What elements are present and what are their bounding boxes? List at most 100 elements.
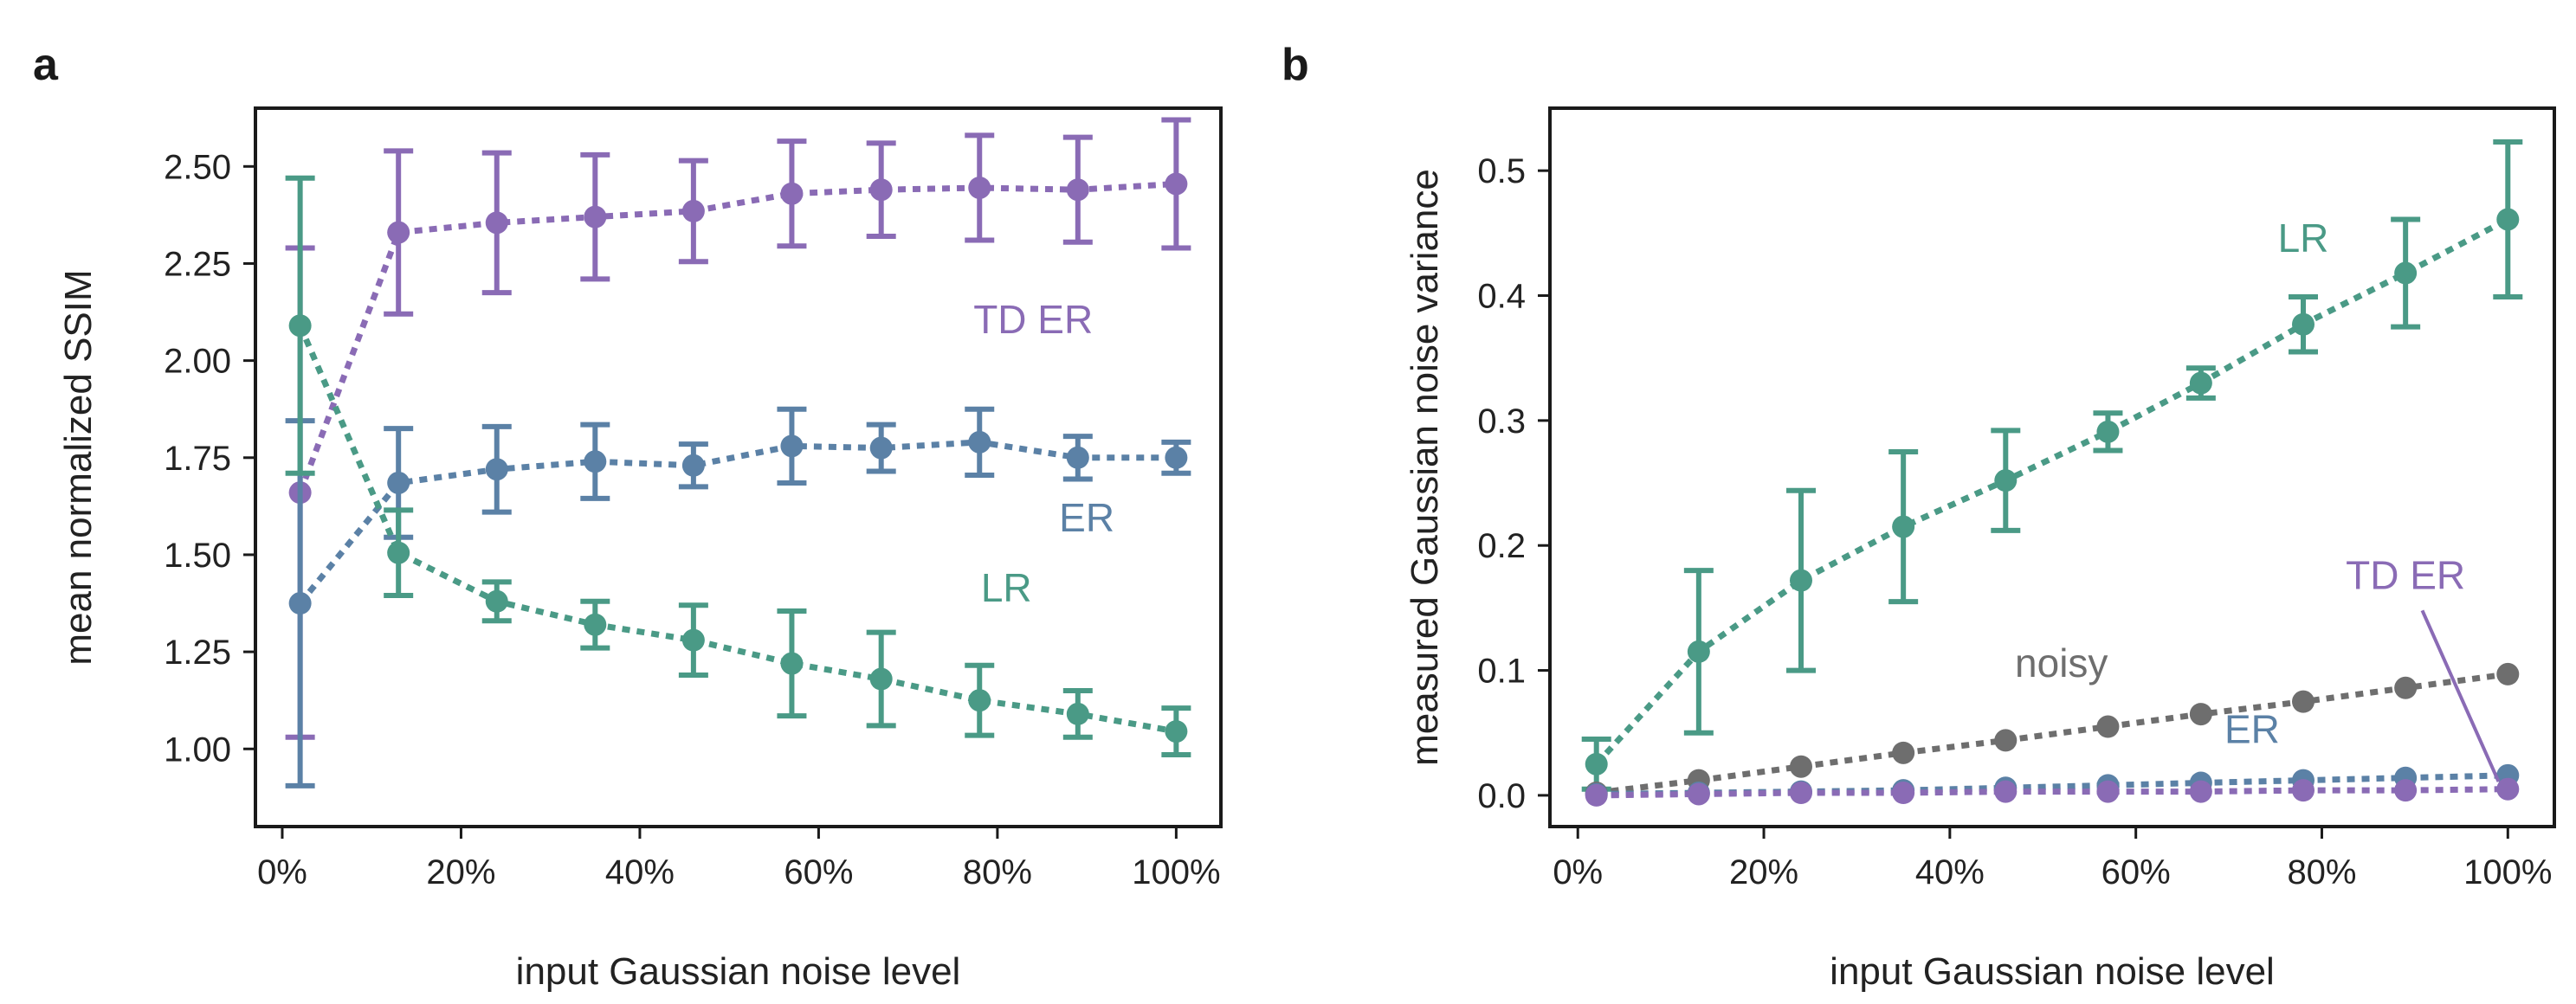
y-tick-label: 0.5 (1477, 152, 1526, 190)
y-tick-label: 0.4 (1477, 278, 1526, 316)
x-tick-label: 80% (2287, 853, 2356, 891)
data-point (681, 454, 705, 477)
y-tick-label: 0.3 (1477, 402, 1526, 441)
data-point (1687, 640, 1710, 663)
data-point (869, 667, 893, 691)
data-point (1687, 782, 1710, 806)
y-tick-label: 1.75 (164, 440, 231, 478)
y-axis-title: measured Gaussian noise variance (1404, 169, 1446, 766)
data-point (584, 613, 607, 636)
data-point (2292, 779, 2315, 802)
data-point (2496, 777, 2520, 801)
data-point (968, 176, 991, 199)
x-tick-label: 20% (1729, 853, 1798, 891)
data-point (2096, 780, 2120, 803)
data-point (2496, 208, 2520, 231)
data-point (869, 436, 893, 460)
data-point (387, 471, 410, 494)
data-point (584, 205, 607, 228)
series-td-er: TD ER (1585, 553, 2520, 807)
data-point (1066, 446, 1089, 469)
data-point (1790, 755, 1812, 778)
data-point (1165, 446, 1188, 469)
data-point (2496, 662, 2520, 685)
plot-frame (1548, 106, 2556, 828)
data-point (584, 450, 607, 473)
data-point (387, 221, 410, 244)
data-point (968, 430, 991, 454)
data-point (780, 434, 804, 458)
series-line (1596, 786, 2508, 799)
x-tick-label: 80% (963, 853, 1032, 891)
data-point (485, 458, 508, 481)
data-point (1994, 729, 2018, 752)
data-point (1790, 569, 1812, 592)
data-point (2189, 371, 2212, 395)
data-point (485, 589, 508, 613)
y-tick-label: 0.2 (1477, 527, 1526, 565)
series-td-er: TD ER (285, 117, 1191, 740)
data-point (1892, 782, 1915, 805)
series-label: ER (2224, 706, 2280, 751)
series-er: ER (285, 406, 1191, 788)
x-tick-label: 40% (1915, 853, 1985, 891)
x-tick-label: 20% (426, 853, 495, 891)
x-tick-label: 0% (257, 853, 307, 891)
y-tick-label: 2.50 (164, 148, 231, 186)
data-point (1790, 782, 1812, 805)
annotation-pointer-line (2420, 609, 2501, 782)
y-axis-title: mean normalized SSIM (57, 269, 100, 665)
series-label: ER (1059, 495, 1114, 540)
x-axis-title: input Gaussian noise level (1830, 950, 2275, 993)
series-line (1596, 671, 2508, 796)
data-point (869, 178, 893, 202)
data-point (1066, 178, 1089, 202)
y-tick-label: 1.25 (164, 634, 231, 672)
panel-b-plot: 0% 20% 40% 60% 80% 100% 0.0 0.1 0.2 0.3 0.4 0.5 inpu… (1404, 106, 2556, 993)
x-tick-label: 60% (784, 853, 853, 891)
data-point (1994, 780, 2018, 803)
data-point (2394, 261, 2418, 285)
data-point (780, 182, 804, 205)
series-label: LR (2278, 216, 2329, 261)
data-point (968, 689, 991, 712)
y-tick-label: 2.00 (164, 343, 231, 381)
y-tick-label: 1.50 (164, 537, 231, 575)
y-tick-label: 0.0 (1477, 777, 1526, 815)
data-point (2189, 703, 2212, 726)
y-tick-label: 2.25 (164, 245, 231, 283)
data-point (681, 199, 705, 222)
data-point (681, 628, 705, 652)
panel-a-letter: a (33, 40, 59, 90)
data-point (780, 652, 804, 675)
y-tick-label: 1.00 (164, 730, 231, 769)
series-line (297, 324, 1177, 735)
data-point (2394, 779, 2418, 802)
data-point (288, 314, 312, 338)
x-tick-label: 100% (2463, 853, 2552, 891)
series-label: LR (981, 565, 1032, 610)
x-tick-label: 60% (2101, 853, 2171, 891)
data-point (2394, 676, 2418, 699)
x-tick-label: 100% (1132, 853, 1220, 891)
data-point (1892, 515, 1915, 538)
series-label: TD ER (973, 297, 1093, 342)
data-point (1066, 702, 1089, 725)
data-point (387, 541, 410, 564)
series-lr: LR (285, 175, 1191, 757)
series-line (1594, 216, 2509, 767)
data-point (1165, 172, 1188, 196)
plot-frame (254, 106, 1223, 828)
data-point (1994, 469, 2018, 492)
series-line (297, 439, 1177, 606)
x-tick-label: 40% (605, 853, 675, 891)
panel-b-letter: b (1282, 40, 1309, 90)
series-line (297, 180, 1177, 494)
series-lr: LR (1581, 138, 2523, 792)
data-point (1165, 720, 1188, 743)
series-label: noisy (2015, 640, 2108, 685)
data-point (2096, 420, 2120, 443)
data-point (1585, 783, 1608, 807)
y-tick-label: 0.1 (1477, 653, 1526, 691)
